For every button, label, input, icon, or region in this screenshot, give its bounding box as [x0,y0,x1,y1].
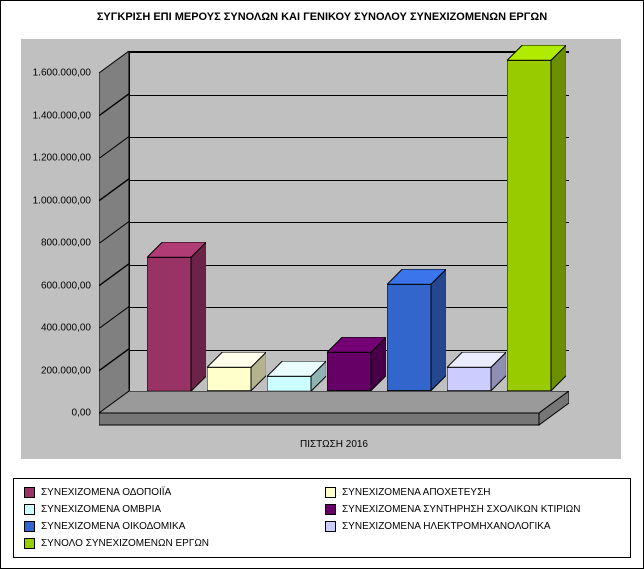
bar [327,337,386,391]
legend-item: ΣΥΝΟΛΟ ΣΥΝΕΧΙΖΟΜΕΝΩΝ ΕΡΓΩΝ [24,538,319,549]
chart-container: ΣΥΓΚΡΙΣΗ ΕΠΙ ΜΕΡΟΥΣ ΣΥΝΟΛΩΝ ΚΑΙ ΓΕΝΙΚΟΥ … [0,0,644,569]
y-tick-label: 800.000,00 [41,238,91,249]
legend: ΣΥΝΕΧΙΖΟΜΕΝΑ ΟΔΟΠΟΙΪΑ ΣΥΝΕΧΙΖΟΜΕΝΑ ΑΠΟΧΕΤ… [13,478,631,558]
chart-area: 0,00 200.000,00 400.000,00 600.000,00 800.00… [21,39,621,459]
legend-label: ΣΥΝΕΧΙΖΟΜΕΝΑ ΟΙΚΟΔΟΜΙΚΑ [41,521,185,532]
y-tick-label: 1.400.000,00 [33,110,91,121]
y-tick-label: 0,00 [72,408,91,419]
y-tick-label: 1.600.000,00 [33,68,91,79]
legend-swatch [24,521,35,532]
side-wall-segment [99,51,129,116]
legend-item: ΣΥΝΕΧΙΖΟΜΕΝΑ ΣΥΝΤΗΡΗΣΗ ΣΧΟΛΙΚΩΝ ΚΤΙΡΙΩΝ [325,504,620,515]
legend-item: ΣΥΝΕΧΙΖΟΜΕΝΑ ΑΠΟΧΕΤΕΥΣΗ [325,487,620,498]
legend-label: ΣΥΝΟΛΟ ΣΥΝΕΧΙΖΟΜΕΝΩΝ ΕΡΓΩΝ [41,538,209,549]
side-wall [99,51,129,391]
legend-label: ΣΥΝΕΧΙΖΟΜΕΝΑ ΟΔΟΠΟΙΪΑ [41,487,171,498]
bar [207,352,266,391]
chart-title: ΣΥΓΚΡΙΣΗ ΕΠΙ ΜΕΡΟΥΣ ΣΥΝΟΛΩΝ ΚΑΙ ΓΕΝΙΚΟΥ … [1,1,643,27]
bars-group [129,51,569,391]
y-tick-label: 200.000,00 [41,365,91,376]
legend-item: ΣΥΝΕΧΙΖΟΜΕΝΑ ΟΔΟΠΟΙΪΑ [24,487,319,498]
y-tick-label: 600.000,00 [41,280,91,291]
legend-swatch [325,504,336,515]
bar [447,352,506,391]
y-tick-label: 1.200.000,00 [33,153,91,164]
floor [99,391,569,431]
legend-swatch [325,487,336,498]
legend-label: ΣΥΝΕΧΙΖΟΜΕΝΑ ΑΠΟΧΕΤΕΥΣΗ [342,487,491,498]
y-tick-label: 1.000.000,00 [33,195,91,206]
legend-label: ΣΥΝΕΧΙΖΟΜΕΝΑ ΟΜΒΡΙΑ [41,504,161,515]
bar [507,45,566,391]
legend-swatch [24,538,35,549]
y-tick-label: 400.000,00 [41,323,91,334]
legend-label: ΣΥΝΕΧΙΖΟΜΕΝΑ ΣΥΝΤΗΡΗΣΗ ΣΧΟΛΙΚΩΝ ΚΤΙΡΙΩΝ [342,504,580,515]
x-axis-label: ΠΙΣΤΩΣΗ 2016 [99,439,569,450]
legend-item: ΣΥΝΕΧΙΖΟΜΕΝΑ ΟΜΒΡΙΑ [24,504,319,515]
legend-label: ΣΥΝΕΧΙΖΟΜΕΝΑ ΗΛΕΚΤΡΟΜΗΧΑΝΟΛΟΓΙΚΑ [342,521,551,532]
bar [267,361,326,391]
bar [387,269,446,391]
legend-item: ΣΥΝΕΧΙΖΟΜΕΝΑ ΗΛΕΚΤΡΟΜΗΧΑΝΟΛΟΓΙΚΑ [325,521,620,532]
plot-zone [99,51,569,431]
y-axis-labels: 0,00200.000,00400.000,00600.000,00800.00… [21,51,95,391]
legend-item: ΣΥΝΕΧΙΖΟΜΕΝΑ ΟΙΚΟΔΟΜΙΚΑ [24,521,319,532]
legend-swatch [24,504,35,515]
bar [147,242,206,391]
legend-swatch [24,487,35,498]
legend-swatch [325,521,336,532]
